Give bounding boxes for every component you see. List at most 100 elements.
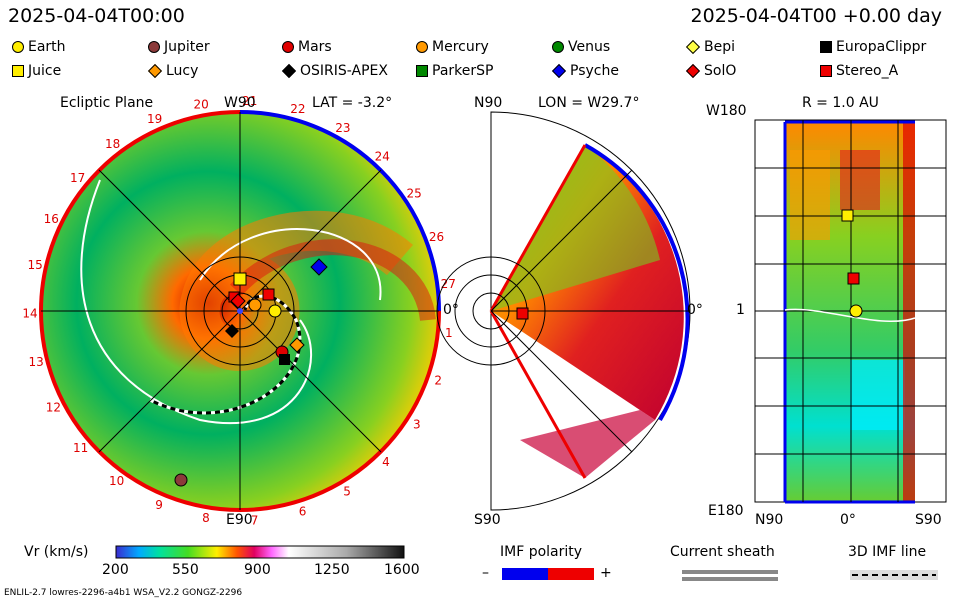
- rim-tick-label: 20: [193, 98, 208, 112]
- rim-tick-label: 17: [70, 171, 85, 185]
- legend-label: SolO: [704, 63, 737, 79]
- rim-tick-label: 22: [290, 102, 305, 116]
- legend-label: Mercury: [432, 39, 489, 55]
- map-panel: [754, 119, 947, 504]
- legend-item-stereo_a: Stereo_A: [820, 63, 898, 79]
- imf-positive-bar: [548, 568, 594, 580]
- imf-plus: +: [600, 565, 612, 581]
- imf-label: IMF polarity: [500, 544, 583, 560]
- ecliptic-bottom-label: E90: [226, 512, 253, 528]
- legend-item-juice: Juice: [12, 63, 61, 79]
- footer-info: ENLIL-2.7 lowres-2296-a4b1 WSA_V2.2 GONG…: [4, 588, 243, 598]
- legend-label: Jupiter: [164, 39, 210, 55]
- rim-tick-label: 1: [445, 326, 453, 340]
- imf3d-label: 3D IMF line: [848, 544, 927, 560]
- ecliptic-top-label: W90: [224, 95, 256, 111]
- circle-marker-icon: [282, 41, 294, 53]
- map-bottom-left: E180: [708, 503, 744, 519]
- rim-tick-label: 11: [73, 441, 88, 455]
- map-x-right: S90: [915, 512, 942, 528]
- ecliptic-lat: LAT = -3.2°: [312, 95, 393, 111]
- ecliptic-right-label: 0°: [443, 302, 459, 318]
- legend-item-mercury: Mercury: [416, 39, 489, 55]
- sheath-label: Current sheath: [670, 544, 775, 560]
- rim-tick-label: 23: [335, 121, 350, 135]
- imf-negative-bar: [502, 568, 548, 580]
- sheath-line-bottom: [682, 577, 778, 581]
- legend-label: Mars: [298, 39, 332, 55]
- rim-tick-label: 5: [343, 485, 351, 499]
- rim-tick-label: 8: [202, 511, 210, 525]
- legend-item-osiris-apex: OSIRIS-APEX: [281, 63, 388, 79]
- rim-tick-label: 25: [406, 187, 421, 201]
- rim-tick-label: 16: [44, 212, 59, 226]
- legend-label: Venus: [568, 39, 611, 55]
- square-marker-icon: [820, 65, 832, 77]
- right-timestamp: 2025-04-04T00 +0.00 day: [690, 5, 942, 27]
- map-top-left: W180: [706, 103, 747, 119]
- legend-label: Earth: [28, 39, 66, 55]
- legend-item-venus: Venus: [552, 39, 610, 55]
- rim-tick-label: 3: [413, 417, 421, 431]
- square-marker-icon: [820, 41, 832, 53]
- rim-tick-label: 15: [27, 258, 42, 272]
- meridional-bottom-label: S90: [474, 512, 501, 528]
- legend-item-europaclippr: EuropaClippr: [820, 39, 926, 55]
- rim-tick-label: 19: [147, 112, 162, 126]
- velocity-colorbar: [115, 545, 405, 559]
- legend-label: Stereo_A: [836, 63, 899, 79]
- sheath-line-top: [682, 570, 778, 574]
- rim-tick-label: 26: [429, 230, 444, 244]
- legend-label: EuropaClippr: [836, 39, 927, 55]
- map-x-mid: 0°: [840, 512, 856, 528]
- rim-tick-label: 18: [105, 137, 120, 151]
- circle-marker-icon: [12, 41, 24, 53]
- rim-tick-label: 6: [299, 505, 307, 519]
- legend-item-solo: SolO: [685, 63, 737, 79]
- meridional-lon: LON = W29.7°: [538, 95, 640, 111]
- rim-tick-label: 24: [375, 150, 390, 164]
- legend-item-lucy: Lucy: [147, 63, 199, 79]
- colorbar-tick: 200: [102, 562, 129, 578]
- square-marker-icon: [416, 65, 428, 77]
- left-timestamp: 2025-04-04T00:00: [8, 5, 185, 27]
- colorbar-label: Vr (km/s): [24, 544, 89, 560]
- rim-tick-label: 21: [242, 94, 257, 108]
- circle-marker-icon: [148, 41, 160, 53]
- colorbar-tick: 550: [172, 562, 199, 578]
- ecliptic-title: Ecliptic Plane: [60, 95, 154, 111]
- legend-label: Juice: [28, 63, 62, 79]
- rim-tick-label: 13: [29, 355, 44, 369]
- meridional-top-label: N90: [474, 95, 503, 111]
- rim-tick-label: 10: [109, 474, 124, 488]
- legend-item-jupiter: Jupiter: [148, 39, 210, 55]
- rim-tick-label: 7: [251, 514, 259, 528]
- legend-item-bepi: Bepi: [685, 39, 735, 55]
- map-radius: R = 1.0 AU: [802, 95, 879, 111]
- colorbar-tick: 1600: [384, 562, 420, 578]
- circle-marker-icon: [552, 41, 564, 53]
- rim-tick-label: 9: [155, 498, 163, 512]
- legend-item-parkersp: ParkerSP: [416, 63, 493, 79]
- rim-tick-label: 2: [434, 374, 442, 388]
- colorbar-tick: 900: [244, 562, 271, 578]
- rim-tick-label: 14: [22, 306, 37, 320]
- square-marker-icon: [12, 65, 24, 77]
- ecliptic-panel: 20 21222324252627123456789101112131415161…: [22, 94, 456, 527]
- circle-marker-icon: [416, 41, 428, 53]
- legend-label: Bepi: [704, 39, 735, 55]
- legend-label: ParkerSP: [432, 63, 494, 79]
- rim-tick-label: 27: [441, 277, 456, 291]
- legend-item-earth: Earth: [12, 39, 66, 55]
- legend-item-mars: Mars: [282, 39, 332, 55]
- colorbar-tick: 1250: [314, 562, 350, 578]
- legend-label: Lucy: [166, 63, 199, 79]
- map-mid-left: 1: [736, 302, 745, 318]
- legend-label: Psyche: [570, 63, 619, 79]
- rim-tick-label: 12: [46, 400, 61, 414]
- legend-label: OSIRIS-APEX: [300, 63, 388, 79]
- meridional-panel: [436, 111, 691, 511]
- rim-tick-label: 4: [382, 455, 390, 469]
- meridional-right-label: 0°: [687, 302, 703, 318]
